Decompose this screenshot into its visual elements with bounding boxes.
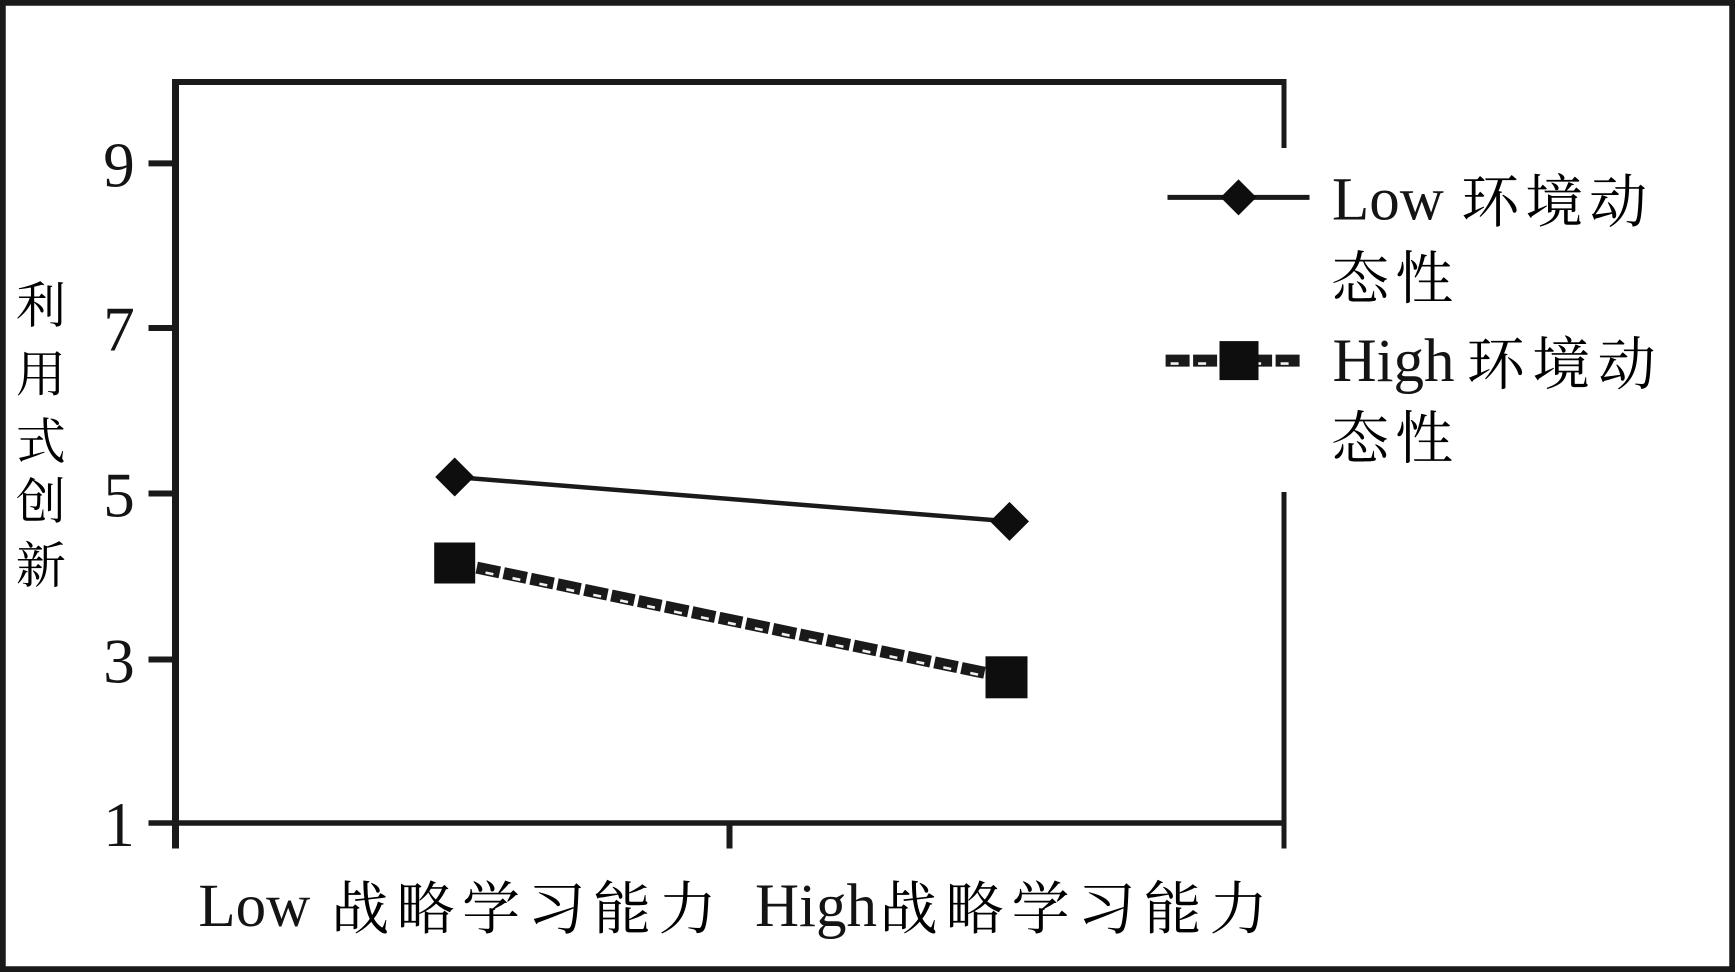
svg-text:High: High: [755, 873, 877, 940]
svg-text:High: High: [1333, 328, 1455, 395]
svg-text:1: 1: [103, 790, 135, 860]
svg-text:3: 3: [103, 627, 135, 697]
svg-text:7: 7: [103, 295, 135, 365]
svg-text:Low: Low: [198, 873, 310, 940]
svg-text:Low: Low: [1332, 166, 1444, 233]
svg-text:9: 9: [103, 130, 135, 200]
svg-text:5: 5: [103, 461, 135, 531]
